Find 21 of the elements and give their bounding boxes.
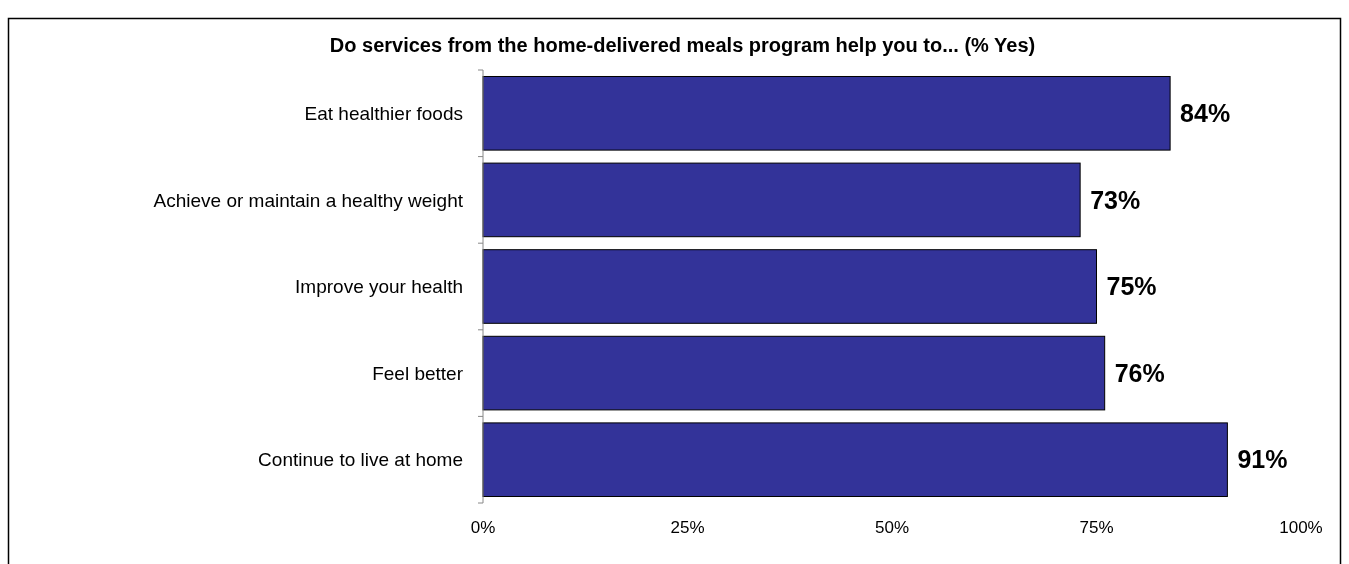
data-label: 76% bbox=[1114, 358, 1165, 387]
bar bbox=[482, 162, 1081, 238]
chart-title: Do services from the home-delivered meals program help you to... (% Yes) bbox=[329, 34, 1036, 56]
bar bbox=[482, 422, 1228, 498]
x-tick-label: 25% bbox=[670, 518, 705, 537]
x-tick-label: 50% bbox=[874, 518, 910, 537]
x-tick-label: 100% bbox=[1279, 518, 1323, 537]
data-label: 73% bbox=[1090, 185, 1141, 214]
y-tick-label: Continue to live at home bbox=[258, 449, 463, 471]
bar bbox=[482, 76, 1171, 151]
bar bbox=[482, 335, 1106, 411]
data-label: 91% bbox=[1237, 445, 1288, 474]
data-label: 75% bbox=[1106, 272, 1157, 301]
y-tick-label: Improve your health bbox=[295, 276, 463, 298]
bar bbox=[482, 249, 1097, 324]
x-tick-label: 0% bbox=[470, 518, 496, 537]
y-tick-label: Feel better bbox=[372, 362, 464, 384]
y-tick-label: Eat healthier foods bbox=[304, 102, 463, 124]
data-label: 84% bbox=[1180, 99, 1231, 128]
y-tick-label: Achieve or maintain a healthy weight bbox=[153, 189, 464, 211]
x-tick-label: 75% bbox=[1079, 518, 1114, 537]
